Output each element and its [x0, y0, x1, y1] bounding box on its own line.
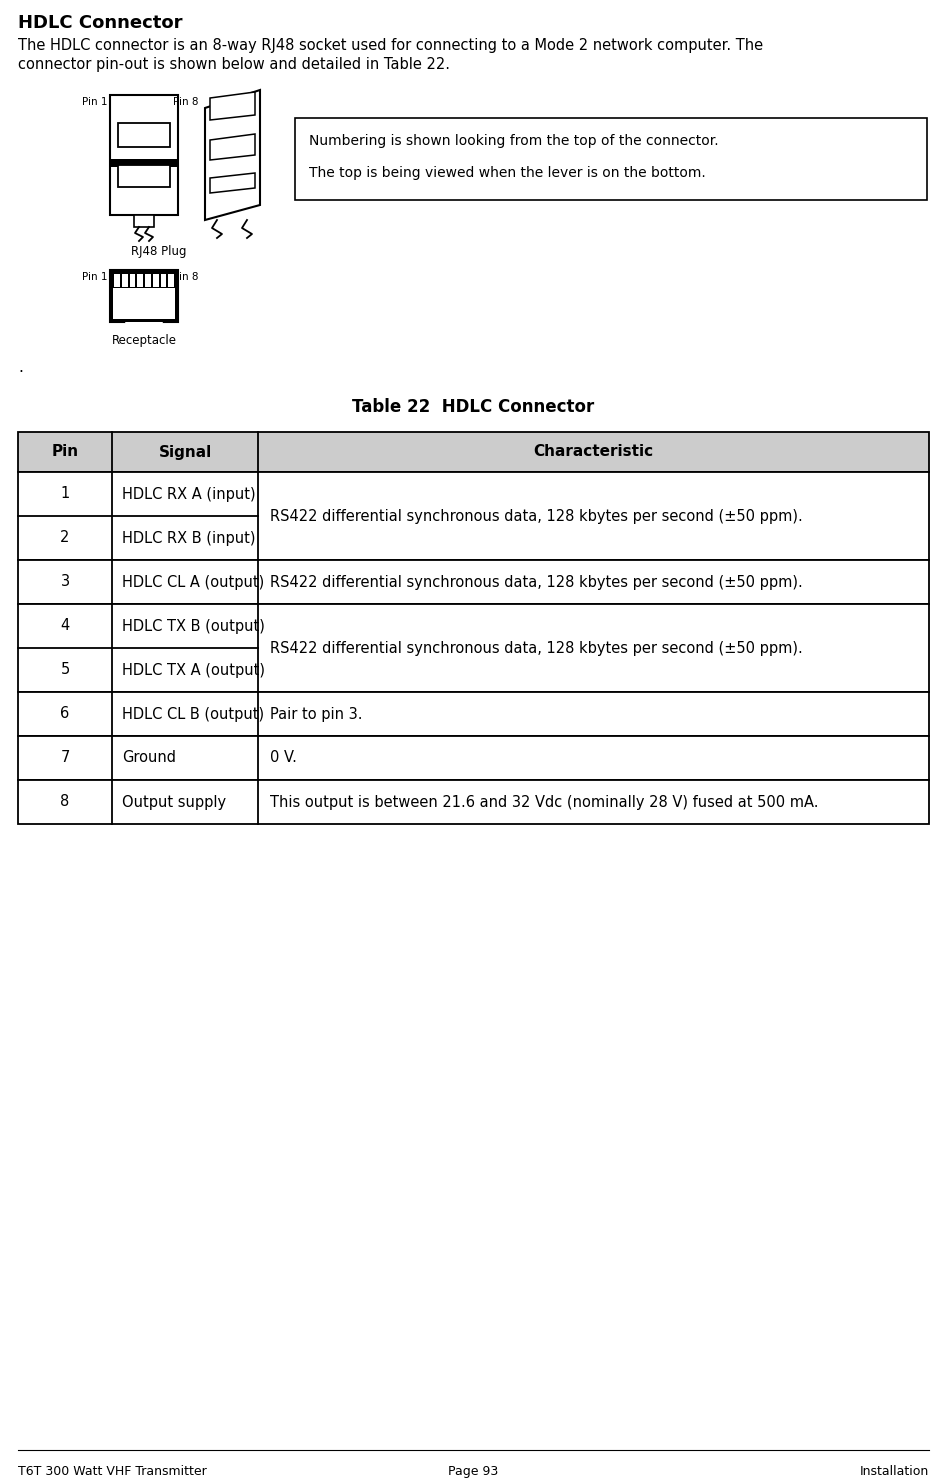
Text: Pin 8: Pin 8 — [173, 96, 199, 107]
Text: The HDLC connector is an 8-way RJ48 socket used for connecting to a Mode 2 netwo: The HDLC connector is an 8-way RJ48 sock… — [18, 39, 763, 53]
Bar — [152, 275, 158, 286]
Polygon shape — [210, 174, 255, 193]
Bar — [18, 559, 929, 604]
Text: HDLC TX A (output): HDLC TX A (output) — [122, 662, 265, 678]
Text: Pair to pin 3.: Pair to pin 3. — [270, 706, 363, 721]
Text: HDLC RX A (input): HDLC RX A (input) — [122, 487, 256, 502]
Bar — [18, 604, 929, 692]
Bar — [145, 275, 151, 286]
Text: Ground: Ground — [122, 751, 176, 766]
Text: Pin: Pin — [51, 445, 79, 460]
Text: HDLC CL B (output): HDLC CL B (output) — [122, 706, 264, 721]
Text: The top is being viewed when the lever is on the bottom.: The top is being viewed when the lever i… — [309, 166, 706, 180]
Bar — [110, 95, 178, 215]
Bar — [113, 273, 175, 288]
Text: 3: 3 — [61, 574, 69, 589]
Text: Page 93: Page 93 — [448, 1465, 499, 1478]
Bar — [134, 215, 154, 227]
Text: 4: 4 — [61, 619, 70, 634]
Bar — [114, 275, 119, 286]
Text: 0 V.: 0 V. — [270, 751, 296, 766]
Text: 1: 1 — [61, 487, 70, 502]
Text: Table 22  HDLC Connector: Table 22 HDLC Connector — [352, 398, 595, 416]
Bar — [169, 96, 174, 108]
Bar — [110, 159, 178, 168]
Text: RS422 differential synchronous data, 128 kbytes per second (±50 ppm).: RS422 differential synchronous data, 128… — [270, 574, 803, 589]
Text: .: . — [18, 361, 23, 375]
Text: Characteristic: Characteristic — [533, 445, 653, 460]
Text: Installation: Installation — [860, 1465, 929, 1478]
Text: HDLC TX B (output): HDLC TX B (output) — [122, 619, 265, 634]
Bar — [130, 96, 135, 108]
Bar — [18, 781, 929, 824]
Bar — [169, 275, 174, 286]
Bar — [152, 96, 158, 108]
Bar — [137, 96, 143, 108]
Polygon shape — [210, 92, 255, 120]
Bar — [118, 165, 170, 187]
Text: RS422 differential synchronous data, 128 kbytes per second (±50 ppm).: RS422 differential synchronous data, 128… — [270, 641, 803, 656]
Polygon shape — [210, 134, 255, 160]
Polygon shape — [125, 322, 163, 329]
Text: HDLC Connector: HDLC Connector — [18, 13, 183, 33]
Text: connector pin-out is shown below and detailed in Table 22.: connector pin-out is shown below and det… — [18, 56, 450, 73]
Bar — [122, 275, 128, 286]
Bar — [113, 282, 175, 319]
Bar — [18, 432, 929, 472]
Text: RJ48 Plug: RJ48 Plug — [132, 245, 187, 258]
Text: Numbering is shown looking from the top of the connector.: Numbering is shown looking from the top … — [309, 134, 719, 148]
Bar — [18, 472, 929, 559]
Bar — [18, 736, 929, 781]
Text: Pin 8: Pin 8 — [173, 272, 199, 282]
Text: This output is between 21.6 and 32 Vdc (nominally 28 V) fused at 500 mA.: This output is between 21.6 and 32 Vdc (… — [270, 794, 818, 809]
Text: Output supply: Output supply — [122, 794, 226, 809]
Bar — [118, 123, 170, 147]
Bar — [145, 96, 151, 108]
Polygon shape — [205, 91, 260, 220]
Text: Pin 1: Pin 1 — [82, 96, 108, 107]
Bar — [137, 275, 143, 286]
Bar — [122, 96, 128, 108]
Text: HDLC CL A (output): HDLC CL A (output) — [122, 574, 264, 589]
Text: 6: 6 — [61, 706, 70, 721]
Text: Pin 1: Pin 1 — [82, 272, 108, 282]
Text: 7: 7 — [61, 751, 70, 766]
Text: Signal: Signal — [158, 445, 211, 460]
Bar — [110, 270, 178, 322]
Bar — [110, 95, 178, 108]
Text: T6T 300 Watt VHF Transmitter: T6T 300 Watt VHF Transmitter — [18, 1465, 206, 1478]
Bar — [295, 119, 927, 200]
Bar — [130, 275, 135, 286]
Bar — [160, 275, 167, 286]
Bar — [18, 692, 929, 736]
Text: RS422 differential synchronous data, 128 kbytes per second (±50 ppm).: RS422 differential synchronous data, 128… — [270, 509, 803, 524]
Text: 5: 5 — [61, 662, 70, 678]
Bar — [114, 96, 119, 108]
Bar — [160, 96, 167, 108]
Text: HDLC RX B (input): HDLC RX B (input) — [122, 530, 256, 546]
Text: 2: 2 — [61, 530, 70, 546]
Text: Receptacle: Receptacle — [112, 334, 176, 347]
Text: 8: 8 — [61, 794, 70, 809]
